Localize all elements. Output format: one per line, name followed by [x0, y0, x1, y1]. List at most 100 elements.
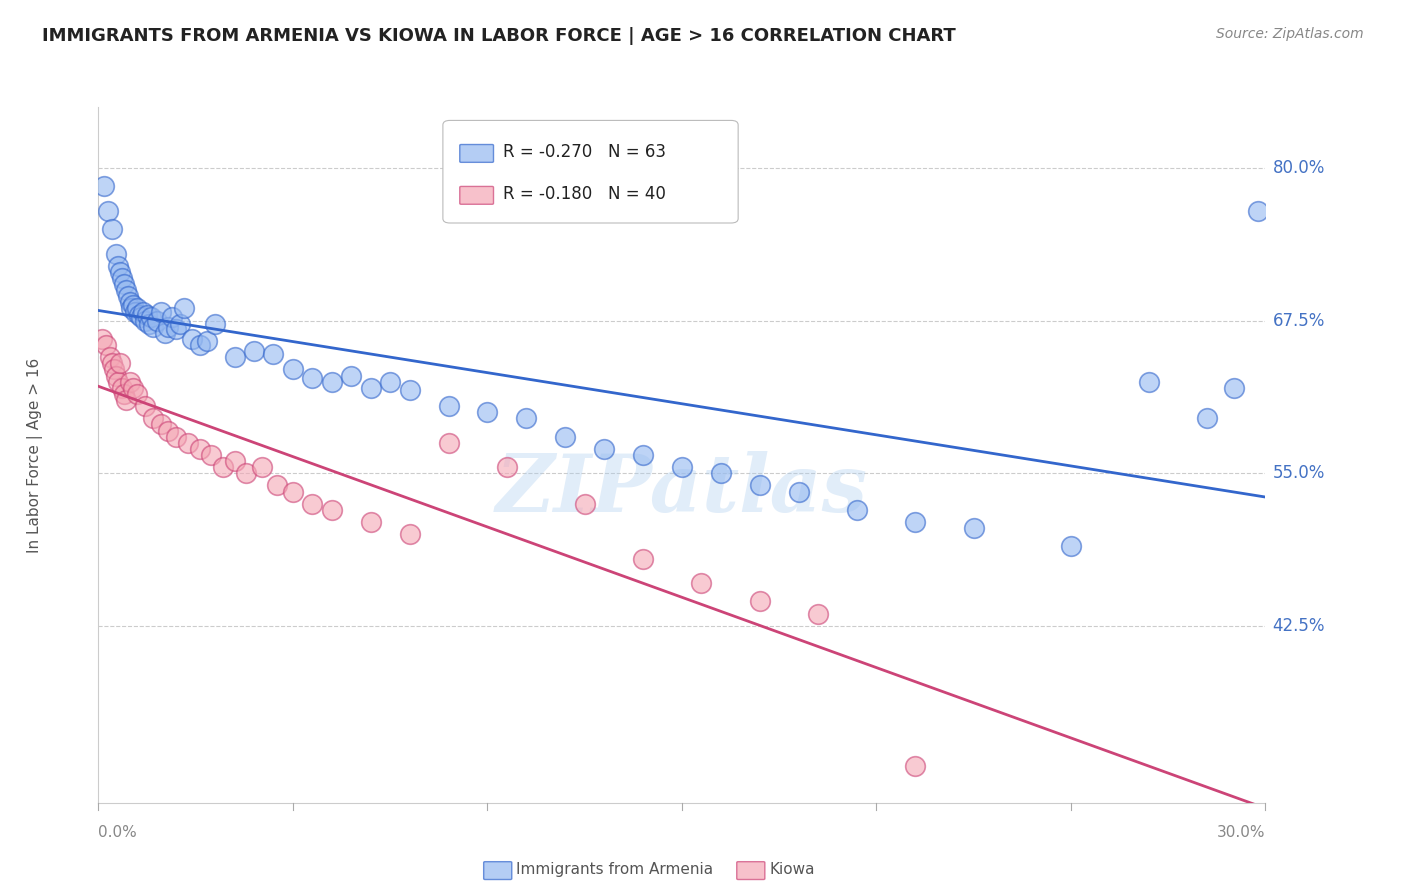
Point [157, 424, 180, 438]
Point [1137, 375, 1160, 389]
Point [139, 310, 162, 324]
Point [321, 503, 343, 517]
Text: R = -0.180   N = 40: R = -0.180 N = 40 [503, 185, 666, 202]
Point [108, 356, 131, 370]
Point [904, 515, 927, 529]
Text: Immigrants from Armenia: Immigrants from Armenia [516, 863, 713, 877]
Point [787, 484, 810, 499]
Point [101, 222, 124, 236]
Point [146, 313, 169, 327]
Point [243, 344, 266, 359]
Point [162, 310, 184, 324]
Point [188, 338, 211, 352]
Point [710, 467, 733, 481]
Text: 80.0%: 80.0% [1272, 159, 1324, 178]
Point [122, 381, 145, 395]
Point [93, 179, 115, 194]
Point [114, 283, 136, 297]
Point [301, 497, 323, 511]
Point [631, 448, 654, 462]
Point [117, 289, 139, 303]
Text: 67.5%: 67.5% [1272, 311, 1324, 330]
Point [378, 375, 402, 389]
Point [212, 460, 235, 475]
Point [103, 362, 125, 376]
Point [360, 515, 382, 529]
Point [104, 368, 127, 383]
Text: ZIPatlas: ZIPatlas [496, 451, 868, 528]
Point [235, 467, 257, 481]
Point [112, 277, 135, 291]
Point [748, 594, 770, 608]
Point [574, 497, 596, 511]
Point [200, 448, 222, 462]
Point [107, 375, 129, 389]
Point [398, 383, 420, 397]
Point [495, 460, 517, 475]
Text: 30.0%: 30.0% [1218, 825, 1265, 840]
Point [398, 527, 420, 541]
Point [149, 417, 172, 432]
Point [91, 332, 114, 346]
Point [97, 203, 120, 218]
Text: R = -0.270   N = 63: R = -0.270 N = 63 [503, 143, 666, 161]
Point [748, 478, 770, 492]
Point [108, 265, 131, 279]
Point [593, 442, 616, 456]
Point [360, 381, 382, 395]
Point [169, 318, 191, 332]
Point [107, 259, 129, 273]
Point [101, 356, 124, 370]
Point [188, 442, 211, 456]
Text: 0.0%: 0.0% [98, 825, 138, 840]
Point [845, 503, 868, 517]
Text: Source: ZipAtlas.com: Source: ZipAtlas.com [1216, 27, 1364, 41]
Point [1195, 411, 1218, 425]
Point [904, 759, 927, 773]
Point [340, 368, 363, 383]
Point [690, 576, 713, 591]
Point [671, 460, 693, 475]
Point [195, 334, 218, 349]
Point [173, 301, 195, 316]
Point [1223, 381, 1246, 395]
Point [122, 298, 145, 312]
Point [118, 375, 141, 389]
Point [127, 301, 149, 316]
Point [142, 411, 165, 425]
Point [477, 405, 499, 419]
Point [136, 308, 159, 322]
Point [177, 435, 200, 450]
Point [134, 399, 156, 413]
Point [301, 371, 323, 385]
Point [631, 551, 654, 566]
Point [281, 362, 304, 376]
Point [165, 322, 187, 336]
Point [98, 351, 121, 365]
Point [262, 346, 284, 360]
Point [127, 387, 149, 401]
Point [134, 313, 156, 327]
Point [515, 411, 537, 425]
Point [1060, 540, 1083, 554]
Point [224, 351, 246, 365]
Point [204, 318, 226, 332]
Point [281, 484, 304, 499]
Point [138, 318, 160, 332]
Point [124, 305, 146, 319]
Point [807, 607, 830, 621]
Point [121, 301, 143, 316]
Point [153, 326, 176, 340]
Point [554, 429, 576, 443]
Point [111, 381, 134, 395]
Text: 42.5%: 42.5% [1272, 616, 1324, 635]
Point [96, 338, 118, 352]
Point [1246, 203, 1268, 218]
Point [266, 478, 288, 492]
Text: IMMIGRANTS FROM ARMENIA VS KIOWA IN LABOR FORCE | AGE > 16 CORRELATION CHART: IMMIGRANTS FROM ARMENIA VS KIOWA IN LABO… [42, 27, 956, 45]
Text: Kiowa: Kiowa [769, 863, 814, 877]
Point [128, 308, 150, 322]
Point [104, 246, 127, 260]
Point [142, 319, 165, 334]
Point [129, 310, 152, 324]
